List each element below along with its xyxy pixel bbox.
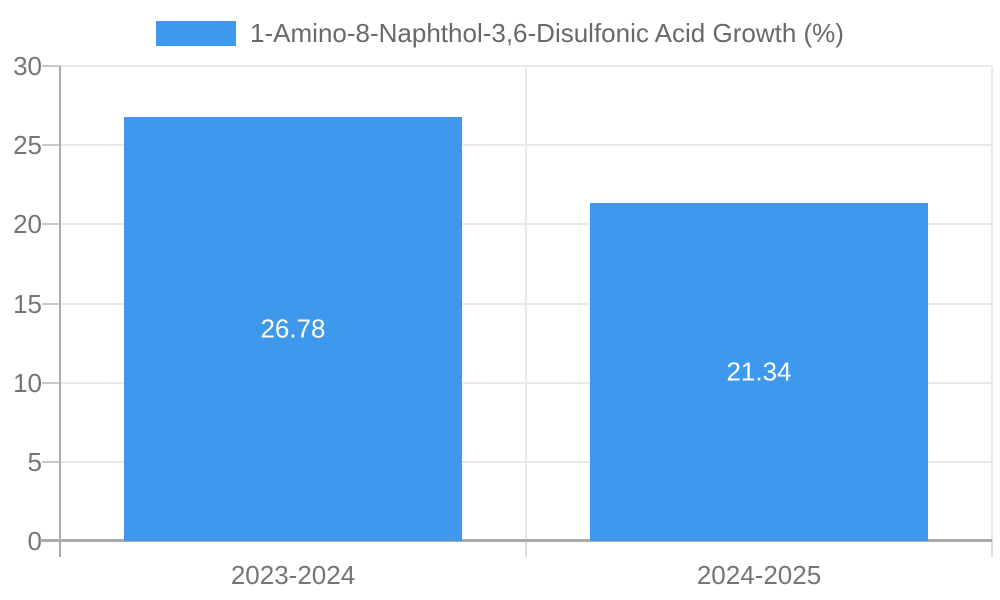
y-tick-label: 0 (27, 526, 42, 556)
x-tick-mark (991, 541, 993, 557)
legend-swatch-icon (156, 21, 237, 46)
y-tick-label: 10 (13, 368, 42, 398)
y-tick-mark (42, 382, 60, 384)
y-tick-mark (42, 144, 60, 146)
chart-legend[interactable]: 1-Amino-8-Naphthol-3,6-Disulfonic Acid G… (0, 20, 1000, 47)
y-tick-mark (42, 303, 60, 305)
y-tick-label: 5 (27, 447, 42, 477)
y-axis-line (59, 66, 61, 557)
x-tick-label: 2023-2024 (230, 560, 356, 590)
y-tick-label: 15 (13, 289, 42, 319)
y-tick-label: 30 (13, 51, 42, 81)
bar-2024-2025[interactable] (590, 203, 928, 541)
gridline (525, 66, 527, 541)
x-tick-mark (525, 541, 527, 557)
legend-label: 1-Amino-8-Naphthol-3,6-Disulfonic Acid G… (250, 18, 844, 48)
x-axis-line (40, 539, 992, 542)
gridline (991, 66, 993, 541)
bar-2023-2024[interactable] (124, 117, 462, 541)
y-tick-label: 20 (13, 209, 42, 239)
bar-value-label: 21.34 (726, 356, 792, 387)
plot-area: 0 5 10 15 20 25 30 26.78 2023-2024 21.34 2024-2025 (13, 53, 993, 590)
y-tick-mark (42, 223, 60, 225)
y-tick-mark (42, 65, 60, 67)
y-tick-mark (42, 461, 60, 463)
x-tick-label: 2024-2025 (696, 560, 822, 590)
bar-value-label: 26.78 (260, 313, 326, 344)
y-tick-label: 25 (13, 130, 42, 160)
